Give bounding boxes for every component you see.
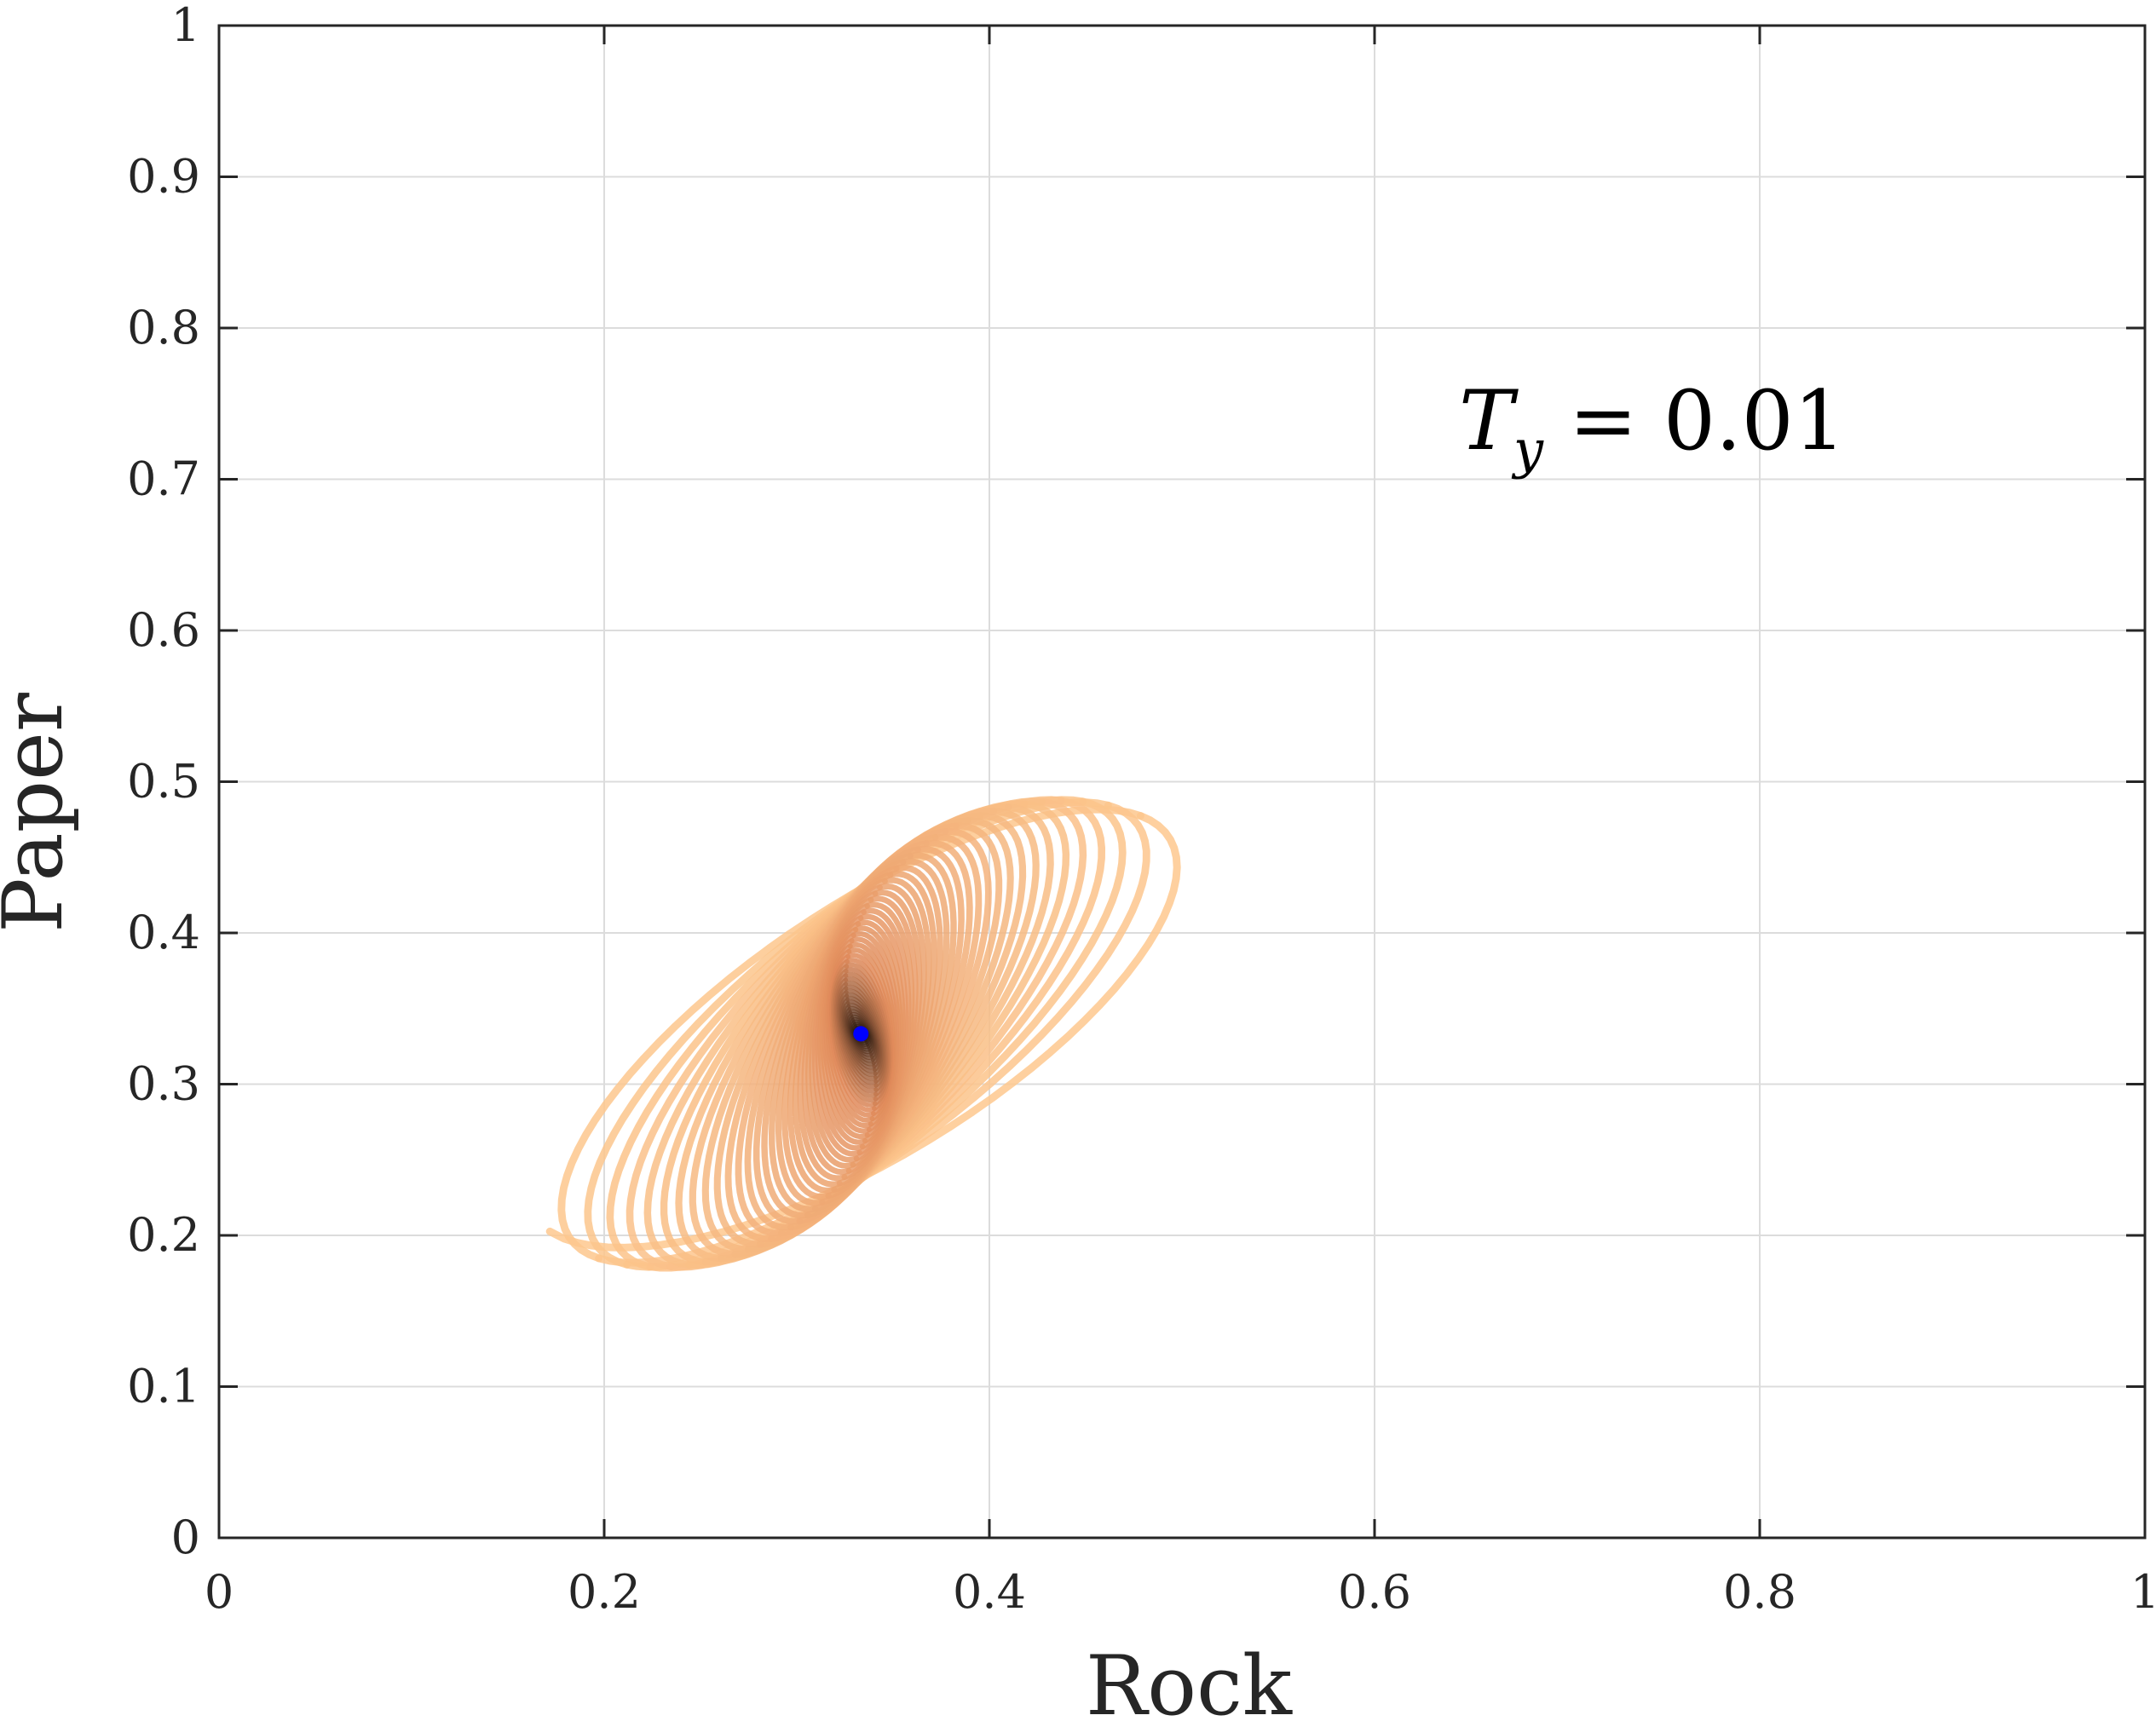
grid-lines bbox=[219, 26, 2145, 1538]
y-tick-label: 0 bbox=[171, 1511, 200, 1564]
x-tick-label: 0.8 bbox=[1723, 1565, 1796, 1619]
x-tick-label: 0.2 bbox=[568, 1565, 641, 1619]
y-tick-label: 0.6 bbox=[127, 603, 200, 657]
x-axis-label: Rock bbox=[1086, 1638, 1293, 1721]
x-tick-label: 0 bbox=[205, 1565, 233, 1619]
y-tick-label: 0.5 bbox=[127, 755, 200, 809]
y-tick-label: 0.7 bbox=[127, 452, 200, 506]
y-axis-label: Paper bbox=[0, 693, 81, 933]
annotation-symbol: T bbox=[1459, 373, 1519, 469]
y-tick-label: 0.2 bbox=[127, 1208, 200, 1262]
trajectory-segment bbox=[557, 805, 1144, 1263]
x-tick-label: 0.4 bbox=[953, 1565, 1026, 1619]
y-tick-label: 0.4 bbox=[127, 906, 200, 959]
y-tick-labels: 0 0.1 0.2 0.3 0.4 0.5 0.6 0.7 0.8 0.9 1 bbox=[127, 0, 200, 1564]
y-tick-label: 0.1 bbox=[127, 1360, 200, 1413]
x-tick-label: 1 bbox=[2130, 1565, 2156, 1619]
annotation-subscript: y bbox=[1511, 418, 1544, 481]
x-tick-labels: 0 0.2 0.4 0.6 0.8 1 bbox=[205, 1565, 2156, 1619]
temperature-annotation: Ty = 0.01 bbox=[1459, 373, 1846, 481]
y-tick-label: 0.8 bbox=[127, 301, 200, 354]
annotation-value: = 0.01 bbox=[1569, 373, 1846, 469]
y-tick-label: 0.3 bbox=[127, 1057, 200, 1111]
fixed-point-marker bbox=[853, 1026, 869, 1042]
x-tick-label: 0.6 bbox=[1338, 1565, 1411, 1619]
trajectory-segment bbox=[584, 798, 1112, 1269]
y-tick-label: 1 bbox=[171, 0, 200, 52]
plot-area bbox=[545, 796, 1181, 1272]
trajectory-segment bbox=[595, 801, 1150, 1267]
tick-marks bbox=[217, 24, 2147, 1540]
y-tick-label: 0.9 bbox=[127, 150, 200, 204]
trajectory-segment bbox=[623, 797, 1127, 1271]
